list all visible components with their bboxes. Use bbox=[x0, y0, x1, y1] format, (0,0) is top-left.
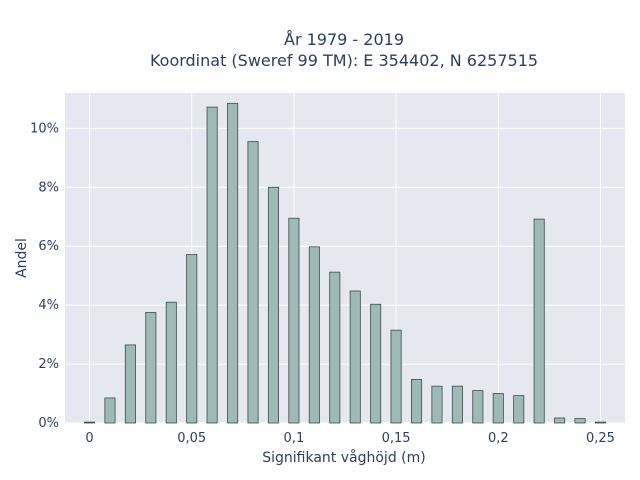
chart-title-line-2: Koordinat (Sweref 99 TM): E 354402, N 62… bbox=[150, 51, 538, 70]
x-tick-label: 0,25 bbox=[586, 431, 615, 446]
histogram-bar bbox=[247, 141, 259, 424]
histogram-bar bbox=[370, 303, 382, 424]
x-axis-label: Signifikant våghöjd (m) bbox=[262, 449, 425, 466]
x-tick-label: 0,2 bbox=[488, 431, 509, 446]
histogram-bar bbox=[124, 344, 136, 424]
histogram-bar bbox=[472, 390, 484, 424]
bars bbox=[84, 102, 606, 424]
histogram-bar bbox=[206, 106, 218, 424]
histogram-bar bbox=[84, 421, 96, 424]
x-tick-label: 0 bbox=[85, 431, 93, 446]
y-tick-label: 10% bbox=[30, 121, 59, 136]
y-tick-label: 2% bbox=[38, 357, 59, 372]
tick-labels: 0% 2% 4% 6% 8% 10% 0 0,05 0,1 0,15 0,2 0,25 bbox=[30, 121, 615, 446]
x-tick-label: 0,15 bbox=[382, 431, 411, 446]
y-tick-label: 6% bbox=[38, 239, 59, 254]
histogram-bar bbox=[451, 385, 463, 424]
histogram-bar bbox=[594, 421, 606, 424]
histogram-bar bbox=[492, 393, 504, 424]
plot-area bbox=[65, 93, 625, 423]
y-tick-label: 4% bbox=[38, 298, 59, 313]
y-tick-label: 8% bbox=[38, 180, 59, 195]
histogram-bar bbox=[104, 397, 116, 424]
x-tick-label: 0,1 bbox=[284, 431, 305, 446]
histogram-bar bbox=[329, 271, 341, 424]
histogram-bar bbox=[186, 254, 198, 424]
histogram-bar bbox=[349, 290, 361, 424]
histogram-bar bbox=[513, 395, 525, 424]
histogram-bar bbox=[574, 418, 586, 424]
histogram-bar bbox=[267, 186, 279, 424]
histogram-bar bbox=[533, 218, 545, 424]
histogram-bar bbox=[288, 217, 300, 424]
chart-title-line-1: År 1979 - 2019 bbox=[284, 30, 404, 49]
histogram-bar bbox=[145, 312, 157, 424]
histogram-bar bbox=[554, 417, 566, 424]
y-axis-label: Andel bbox=[14, 238, 30, 278]
histogram-bar bbox=[227, 102, 239, 424]
x-tick-label: 0,05 bbox=[177, 431, 206, 446]
y-tick-label: 0% bbox=[38, 416, 59, 431]
histogram-bar bbox=[431, 385, 443, 424]
histogram-bar bbox=[390, 329, 402, 424]
histogram-bar bbox=[308, 246, 320, 424]
histogram-bar bbox=[165, 301, 177, 424]
histogram-bar bbox=[411, 378, 423, 424]
